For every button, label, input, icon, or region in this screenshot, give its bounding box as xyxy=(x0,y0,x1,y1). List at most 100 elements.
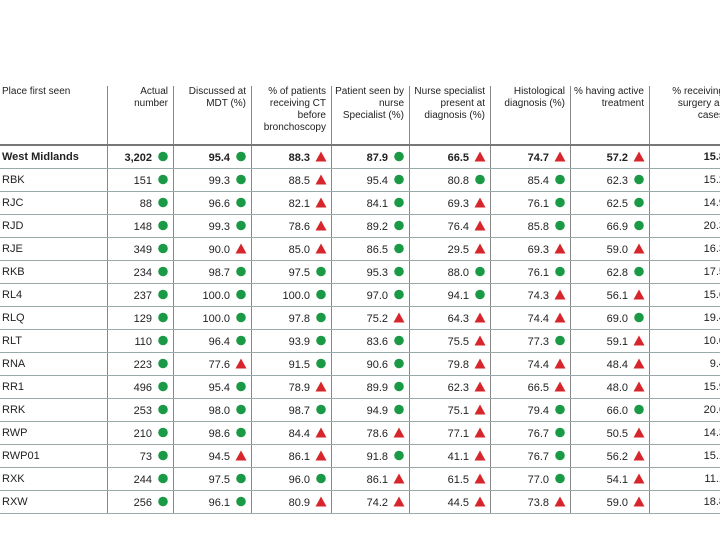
value-cell: 96.6 xyxy=(173,191,252,215)
circle-indicator xyxy=(475,266,485,276)
triangle-indicator xyxy=(474,404,486,414)
circle-indicator xyxy=(634,197,644,207)
cell-value: 66.5 xyxy=(447,151,469,164)
cell-value: 15.6 xyxy=(703,289,720,301)
place-cell: RR1 xyxy=(0,375,108,399)
triangle-indicator xyxy=(633,381,645,391)
cell-value: 44.5 xyxy=(447,496,469,509)
circle-indicator xyxy=(394,266,404,276)
cell-value: 78.6 xyxy=(366,427,388,440)
place-cell: RWP xyxy=(0,421,108,445)
triangle-indicator xyxy=(474,197,486,207)
circle-indicator xyxy=(316,266,326,276)
value-cell: 69.3 xyxy=(490,237,571,261)
cell-value: 80.8 xyxy=(447,174,469,187)
cell-value: 15.2 xyxy=(703,174,720,186)
value-cell: 66.5 xyxy=(409,145,491,169)
place-cell: RLQ xyxy=(0,306,108,330)
value-cell: 84.4 xyxy=(251,421,332,445)
value-cell: 95.4 xyxy=(173,375,252,399)
cell-value: 87.9 xyxy=(366,151,388,164)
cell-value: 74.4 xyxy=(527,312,549,325)
place-cell: RXW xyxy=(0,490,108,514)
cell-value: 69.0 xyxy=(606,312,628,325)
value-cell: 86.5 xyxy=(331,237,410,261)
value-cell: 76.1 xyxy=(490,191,571,215)
cell-value: 73.8 xyxy=(527,496,549,509)
value-cell: 84.1 xyxy=(331,191,410,215)
circle-indicator xyxy=(236,473,246,483)
value-cell: 96.0 xyxy=(251,467,332,491)
cell-value: 97.5 xyxy=(208,473,230,486)
cell-value: 61.5 xyxy=(447,473,469,486)
cell-value: 50.5 xyxy=(606,427,628,440)
triangle-indicator xyxy=(474,335,486,345)
circle-indicator xyxy=(555,197,565,207)
circle-indicator xyxy=(316,473,326,483)
cell-value: 96.1 xyxy=(208,496,230,509)
value-cell: 223 xyxy=(107,352,174,376)
cell-value: 88.5 xyxy=(288,174,310,187)
value-cell: 56.2 xyxy=(570,444,650,468)
cell-value: 253 xyxy=(133,404,152,417)
place-cell: RBK xyxy=(0,168,108,192)
triangle-indicator xyxy=(554,151,566,161)
cell-value: 96.6 xyxy=(208,197,230,210)
cell-value: 20.3 xyxy=(703,220,720,232)
column-header: Discussed at MDT (%) xyxy=(173,86,252,146)
cell-value: 94.5 xyxy=(208,450,230,463)
cell-value: 19.4 xyxy=(703,312,720,324)
place-cell: RLT xyxy=(0,329,108,353)
value-cell: 76.7 xyxy=(490,421,571,445)
value-cell: 210 xyxy=(107,421,174,445)
value-cell: 59.0 xyxy=(570,490,650,514)
value-cell: 97.5 xyxy=(173,467,252,491)
triangle-indicator xyxy=(554,312,566,322)
cell-value: 15.8 xyxy=(703,151,720,163)
value-cell: 91.8 xyxy=(331,444,410,468)
value-cell: 9.4 xyxy=(649,352,720,376)
value-cell: 15.9 xyxy=(649,375,720,399)
value-cell: 66.9 xyxy=(570,214,650,238)
value-cell: 94.5 xyxy=(173,444,252,468)
place-cell: RJE xyxy=(0,237,108,261)
cell-value: 77.1 xyxy=(447,427,469,440)
cell-value: 18.8 xyxy=(703,496,720,508)
value-cell: 74.4 xyxy=(490,306,571,330)
column-header: Histological diagnosis (%) xyxy=(490,86,571,146)
value-cell: 96.1 xyxy=(173,490,252,514)
cell-value: 74.2 xyxy=(366,496,388,509)
triangle-indicator xyxy=(393,312,405,322)
cell-value: 75.5 xyxy=(447,335,469,348)
value-cell: 95.3 xyxy=(331,260,410,284)
cell-value: 75.1 xyxy=(447,404,469,417)
circle-indicator xyxy=(555,404,565,414)
cell-value: 210 xyxy=(133,427,152,440)
cell-value: 16.3 xyxy=(703,243,720,255)
cell-value: 14.3 xyxy=(703,427,720,439)
value-cell: 75.2 xyxy=(331,306,410,330)
value-cell: 90.6 xyxy=(331,352,410,376)
triangle-indicator xyxy=(393,427,405,437)
column-header: % receiving surgery all cases xyxy=(649,86,720,146)
cell-value: 100.0 xyxy=(282,289,310,302)
value-cell: 74.2 xyxy=(331,490,410,514)
cell-value: 69.3 xyxy=(527,243,549,256)
cell-value: 76.7 xyxy=(527,450,549,463)
circle-indicator xyxy=(236,335,246,345)
cell-value: 59.0 xyxy=(606,496,628,509)
cell-value: 91.5 xyxy=(288,358,310,371)
triangle-indicator xyxy=(633,243,645,253)
cell-value: 9.4 xyxy=(709,358,720,370)
value-cell: 85.8 xyxy=(490,214,571,238)
cell-value: 79.8 xyxy=(447,358,469,371)
circle-indicator xyxy=(316,404,326,414)
cell-value: 78.9 xyxy=(288,381,310,394)
triangle-indicator xyxy=(315,243,327,253)
